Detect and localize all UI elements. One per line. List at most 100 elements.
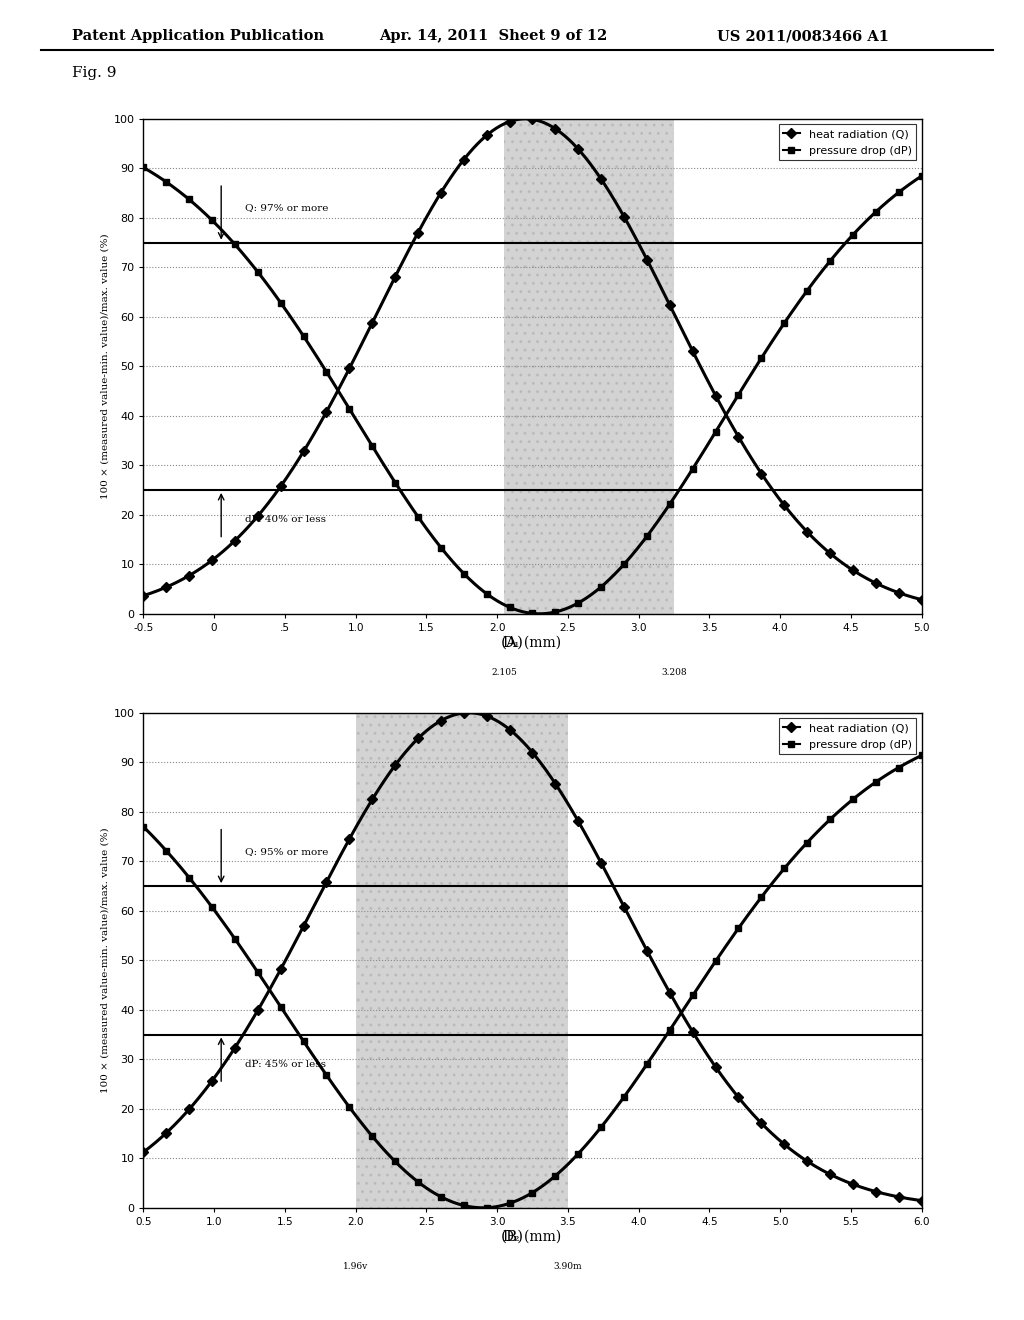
Legend: heat radiation (Q), pressure drop (dP): heat radiation (Q), pressure drop (dP) bbox=[778, 718, 916, 754]
heat radiation (Q) bbox=[710, 1059, 722, 1074]
heat radiation (Q) bbox=[504, 722, 516, 738]
heat radiation (Q) bbox=[389, 758, 401, 774]
pressure drop (dP) bbox=[321, 364, 333, 380]
Text: 2.105: 2.105 bbox=[492, 668, 517, 677]
pressure drop (dP) bbox=[641, 1056, 653, 1072]
pressure drop (dP) bbox=[228, 931, 241, 946]
Line: pressure drop (dP): pressure drop (dP) bbox=[140, 164, 925, 616]
pressure drop (dP) bbox=[686, 461, 698, 477]
X-axis label: D₂ (mm): D₂ (mm) bbox=[504, 1230, 561, 1243]
heat radiation (Q) bbox=[480, 708, 493, 723]
pressure drop (dP) bbox=[710, 953, 722, 969]
heat radiation (Q) bbox=[160, 1125, 172, 1140]
Text: dP: 40% or less: dP: 40% or less bbox=[245, 515, 326, 524]
pressure drop (dP) bbox=[664, 1022, 676, 1038]
pressure drop (dP) bbox=[549, 1168, 561, 1184]
heat radiation (Q) bbox=[435, 713, 447, 729]
pressure drop (dP) bbox=[526, 1184, 539, 1200]
pressure drop (dP) bbox=[847, 792, 859, 808]
heat radiation (Q) bbox=[572, 141, 585, 157]
pressure drop (dP) bbox=[572, 595, 585, 611]
heat radiation (Q) bbox=[526, 744, 539, 760]
heat radiation (Q) bbox=[686, 1024, 698, 1040]
heat radiation (Q) bbox=[137, 1144, 150, 1160]
pressure drop (dP) bbox=[710, 424, 722, 440]
pressure drop (dP) bbox=[480, 1200, 493, 1216]
heat radiation (Q) bbox=[367, 315, 379, 331]
pressure drop (dP) bbox=[572, 1146, 585, 1162]
pressure drop (dP) bbox=[617, 556, 630, 572]
pressure drop (dP) bbox=[137, 818, 150, 834]
heat radiation (Q) bbox=[824, 1167, 837, 1183]
pressure drop (dP) bbox=[778, 861, 791, 876]
pressure drop (dP) bbox=[801, 282, 813, 298]
pressure drop (dP) bbox=[228, 236, 241, 252]
pressure drop (dP) bbox=[274, 999, 287, 1015]
heat radiation (Q) bbox=[504, 114, 516, 129]
Text: Fig. 9: Fig. 9 bbox=[72, 66, 116, 81]
heat radiation (Q) bbox=[824, 545, 837, 561]
heat radiation (Q) bbox=[183, 1101, 196, 1117]
pressure drop (dP) bbox=[412, 1173, 424, 1189]
heat radiation (Q) bbox=[572, 813, 585, 829]
pressure drop (dP) bbox=[595, 579, 607, 595]
pressure drop (dP) bbox=[343, 1100, 355, 1115]
pressure drop (dP) bbox=[297, 329, 309, 345]
heat radiation (Q) bbox=[343, 360, 355, 376]
pressure drop (dP) bbox=[915, 168, 928, 183]
pressure drop (dP) bbox=[641, 528, 653, 544]
pressure drop (dP) bbox=[435, 1189, 447, 1205]
pressure drop (dP) bbox=[367, 1129, 379, 1144]
heat radiation (Q) bbox=[321, 404, 333, 420]
heat radiation (Q) bbox=[549, 121, 561, 137]
X-axis label: D₁ (mm): D₁ (mm) bbox=[504, 636, 561, 649]
Text: (A): (A) bbox=[501, 636, 523, 649]
pressure drop (dP) bbox=[389, 475, 401, 491]
pressure drop (dP) bbox=[595, 1119, 607, 1135]
heat radiation (Q) bbox=[756, 1115, 768, 1131]
heat radiation (Q) bbox=[686, 343, 698, 359]
pressure drop (dP) bbox=[389, 1154, 401, 1170]
Text: (B): (B) bbox=[501, 1230, 523, 1243]
pressure drop (dP) bbox=[206, 213, 218, 228]
heat radiation (Q) bbox=[847, 562, 859, 578]
Legend: heat radiation (Q), pressure drop (dP): heat radiation (Q), pressure drop (dP) bbox=[778, 124, 916, 160]
pressure drop (dP) bbox=[458, 1197, 470, 1213]
Text: Q: 95% or more: Q: 95% or more bbox=[245, 847, 328, 855]
heat radiation (Q) bbox=[228, 1040, 241, 1056]
heat radiation (Q) bbox=[732, 1089, 744, 1105]
pressure drop (dP) bbox=[412, 508, 424, 524]
heat radiation (Q) bbox=[274, 478, 287, 494]
heat radiation (Q) bbox=[435, 185, 447, 201]
heat radiation (Q) bbox=[893, 585, 905, 601]
Text: 1.96v: 1.96v bbox=[343, 1262, 369, 1271]
pressure drop (dP) bbox=[869, 774, 882, 789]
heat radiation (Q) bbox=[252, 1002, 264, 1018]
heat radiation (Q) bbox=[778, 1137, 791, 1152]
Text: US 2011/0083466 A1: US 2011/0083466 A1 bbox=[717, 29, 889, 44]
heat radiation (Q) bbox=[641, 252, 653, 268]
pressure drop (dP) bbox=[617, 1089, 630, 1105]
heat radiation (Q) bbox=[297, 444, 309, 459]
heat radiation (Q) bbox=[412, 730, 424, 746]
heat radiation (Q) bbox=[389, 269, 401, 285]
pressure drop (dP) bbox=[480, 586, 493, 602]
pressure drop (dP) bbox=[252, 965, 264, 981]
heat radiation (Q) bbox=[664, 297, 676, 313]
heat radiation (Q) bbox=[710, 388, 722, 404]
Line: heat radiation (Q): heat radiation (Q) bbox=[140, 710, 925, 1204]
Bar bbox=[504, 119, 674, 614]
pressure drop (dP) bbox=[847, 227, 859, 243]
pressure drop (dP) bbox=[137, 160, 150, 176]
pressure drop (dP) bbox=[160, 174, 172, 190]
heat radiation (Q) bbox=[160, 579, 172, 595]
pressure drop (dP) bbox=[778, 315, 791, 331]
pressure drop (dP) bbox=[824, 812, 837, 828]
heat radiation (Q) bbox=[526, 111, 539, 127]
heat radiation (Q) bbox=[458, 705, 470, 721]
pressure drop (dP) bbox=[686, 987, 698, 1003]
pressure drop (dP) bbox=[756, 350, 768, 366]
pressure drop (dP) bbox=[297, 1034, 309, 1049]
Bar bbox=[355, 713, 568, 1208]
Text: 3.90m: 3.90m bbox=[554, 1262, 583, 1271]
